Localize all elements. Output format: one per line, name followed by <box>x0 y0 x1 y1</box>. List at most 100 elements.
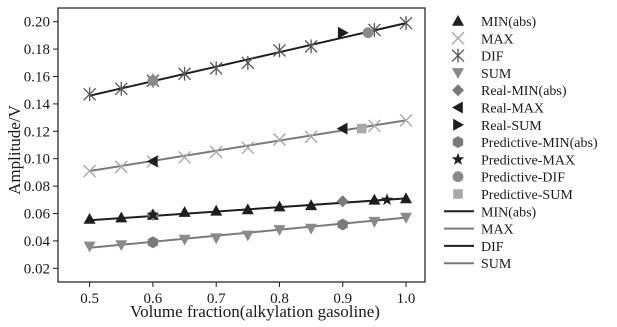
data-point <box>114 160 128 174</box>
data-point <box>115 240 128 251</box>
y-axis: 0.02 0.04 0.06 0.08 0.10 0.12 0.14 0.16 0.18 0.20 <box>24 15 58 277</box>
x-axis-label: Volume fraction(alkylation gasoline) <box>130 302 380 321</box>
data-point <box>380 193 394 206</box>
data-point <box>178 150 192 164</box>
legend-entry: MIN(abs) <box>452 15 537 30</box>
legend-label: Predictive-MAX <box>481 153 575 168</box>
series-layer <box>83 16 413 253</box>
y-tick-label: 0.04 <box>24 234 51 250</box>
data-point <box>209 145 223 159</box>
legend-label: MAX <box>481 32 514 47</box>
legend-swatch <box>452 171 464 183</box>
data-point <box>273 200 286 212</box>
data-point <box>178 206 191 217</box>
data-point <box>336 122 348 135</box>
data-point <box>178 66 192 81</box>
y-axis-label: Amplitude/V <box>5 104 24 194</box>
legend: MIN(abs) MAX DIF SUM Real-MIN(abs) Real-MAX Re… <box>444 15 598 272</box>
data-point <box>400 192 412 204</box>
y-tick-label: 0.02 <box>24 261 50 277</box>
data-point <box>209 61 223 76</box>
x-tick-label: 1.0 <box>397 291 416 307</box>
legend-label: DIF <box>481 240 504 255</box>
y-tick-label: 0.06 <box>24 207 51 223</box>
legend-label: SUM <box>481 257 512 272</box>
x-tick-label: 0.6 <box>144 291 163 307</box>
data-point <box>178 234 191 246</box>
y-tick-label: 0.16 <box>24 70 51 86</box>
data-point <box>400 212 412 224</box>
legend-swatch <box>451 48 465 63</box>
data-point <box>336 195 349 208</box>
plot-frame <box>57 7 426 283</box>
data-point <box>210 233 223 245</box>
y-tick-label: 0.12 <box>24 124 50 140</box>
data-point <box>368 193 381 205</box>
legend-label: MAX <box>481 223 514 238</box>
data-point <box>83 87 97 102</box>
legend-entry: Predictive-MIN(abs) <box>452 136 598 151</box>
x-tick-label: 0.5 <box>80 291 99 307</box>
data-point <box>304 39 318 54</box>
legend-label: Real-MIN(abs) <box>481 84 567 99</box>
legend-swatch <box>452 136 464 149</box>
data-point <box>399 16 413 30</box>
legend-swatch <box>452 15 464 26</box>
legend-label: Real-MAX <box>481 102 544 117</box>
legend-entry: Predictive-DIF <box>452 171 565 186</box>
legend-swatch <box>452 68 464 79</box>
legend-swatch <box>451 152 465 165</box>
data-point <box>367 119 381 133</box>
data-point <box>83 213 96 224</box>
data-point <box>362 27 374 39</box>
legend-entry: Real-MIN(abs) <box>452 84 567 99</box>
data-point <box>272 133 286 147</box>
legend-entry: MAX <box>451 31 514 47</box>
legend-entry: Real-MAX <box>452 101 544 117</box>
data-point <box>147 75 159 87</box>
legend-entry: SUM <box>452 67 512 82</box>
legend-label: Predictive-MIN(abs) <box>481 136 598 151</box>
legend-label: MIN(abs) <box>481 205 537 220</box>
legend-label: Predictive-DIF <box>481 171 565 186</box>
legend-swatch <box>451 31 465 45</box>
data-point <box>146 155 158 168</box>
x-axis: 0.5 0.6 0.7 0.8 0.9 1.0 <box>80 282 415 307</box>
legend-entry: Real-SUM <box>453 118 542 134</box>
data-point <box>241 55 255 70</box>
data-point <box>147 236 159 249</box>
y-tick-label: 0.10 <box>24 152 50 168</box>
y-tick-label: 0.08 <box>24 179 50 195</box>
legend-entry: MIN(abs) <box>444 205 537 220</box>
data-point <box>114 81 128 96</box>
data-point <box>241 230 254 242</box>
plot-area <box>57 7 426 283</box>
data-point <box>399 113 413 127</box>
data-point <box>305 223 318 235</box>
legend-entry: DIF <box>451 48 504 65</box>
legend-swatch <box>453 118 464 131</box>
data-point <box>305 199 318 211</box>
y-tick-label: 0.20 <box>24 15 50 31</box>
data-point <box>337 218 348 231</box>
y-tick-label: 0.18 <box>24 42 50 58</box>
x-tick-label: 0.8 <box>270 291 289 307</box>
data-point <box>304 130 318 144</box>
data-point <box>210 204 223 216</box>
fit-line <box>89 119 407 172</box>
x-tick-label: 0.7 <box>207 291 226 307</box>
legend-entry: SUM <box>444 257 512 272</box>
data-point <box>241 141 255 155</box>
legend-label: Real-SUM <box>481 119 542 134</box>
legend-swatch <box>453 189 463 199</box>
data-point <box>146 208 160 221</box>
data-point <box>241 203 254 215</box>
legend-label: SUM <box>481 67 512 82</box>
data-point <box>337 26 349 39</box>
data-point <box>83 164 97 178</box>
legend-entry: DIF <box>444 240 504 255</box>
data-point <box>273 43 286 58</box>
legend-label: DIF <box>481 50 504 65</box>
legend-entry: Predictive-MAX <box>451 152 575 168</box>
legend-entry: Predictive-SUM <box>453 188 573 203</box>
